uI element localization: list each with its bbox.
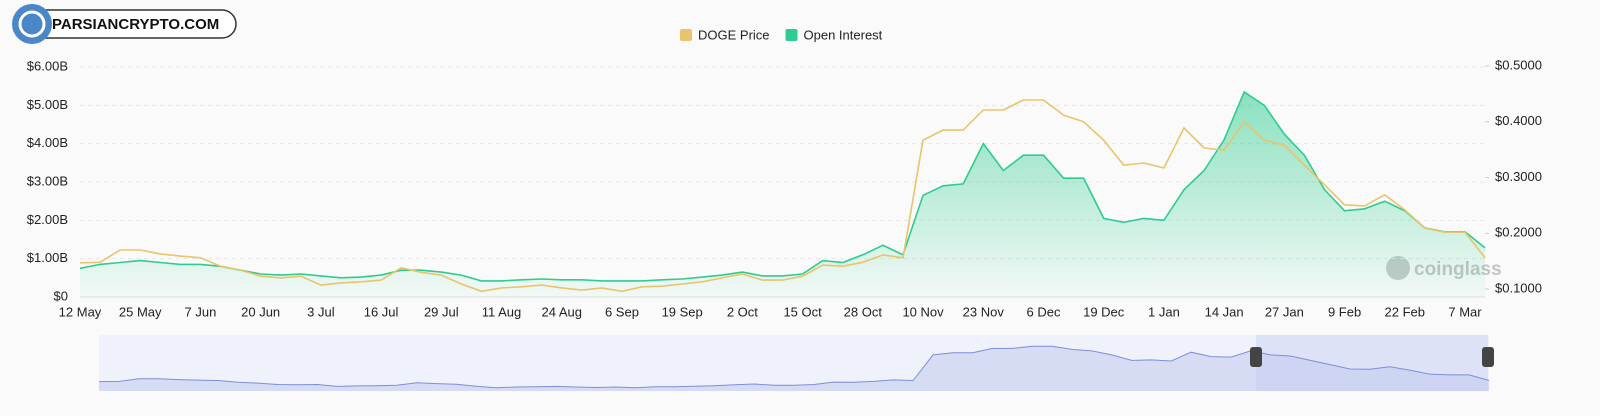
legend-label: Open Interest [804, 27, 883, 42]
y2-tick-label: $0.3000 [1495, 169, 1542, 184]
x-tick-label: 12 May [59, 304, 102, 319]
legend-swatch [785, 29, 798, 41]
navigator-handle[interactable] [1482, 347, 1494, 367]
y-tick-label: $1.00B [27, 250, 68, 265]
x-tick-label: 9 Feb [1328, 304, 1361, 319]
y2-tick-label: $0.1000 [1495, 280, 1542, 295]
logo: PARSIANCRYPTO.COM [12, 4, 237, 44]
x-tick-label: 16 Jul [364, 304, 399, 319]
navigator-area [99, 346, 1489, 391]
logo-icon-ring [18, 10, 46, 38]
x-tick-label: 10 Nov [902, 304, 944, 319]
logo-text: PARSIANCRYPTO.COM [52, 16, 219, 33]
x-tick-label: 6 Dec [1026, 304, 1060, 319]
y-tick-label: $2.00B [27, 212, 68, 227]
y-tick-label: $3.00B [27, 173, 68, 188]
y-tick-label: $5.00B [27, 97, 68, 112]
x-tick-label: 7 Mar [1448, 304, 1482, 319]
x-tick-label: 29 Jul [424, 304, 459, 319]
x-tick-label: 14 Jan [1205, 304, 1244, 319]
x-tick-label: 3 Jul [307, 304, 335, 319]
y2-tick-label: $0.4000 [1495, 113, 1542, 128]
y-tick-label: $4.00B [27, 135, 68, 150]
x-tick-label: 2 Oct [727, 304, 758, 319]
x-tick-label: 22 Feb [1385, 304, 1425, 319]
x-tick-label: 15 Oct [783, 304, 822, 319]
legend-swatch [680, 29, 692, 41]
x-tick-label: 23 Nov [963, 304, 1005, 319]
line [79, 90, 1486, 282]
y2-tick-label: $0.2000 [1495, 225, 1542, 240]
y-tick-label: $0 [54, 288, 68, 303]
logo-icon [12, 4, 52, 44]
x-tick-label: 1 Jan [1148, 304, 1180, 319]
x-tick-label: 7 Jun [185, 304, 217, 319]
x-tick-label: 27 Jan [1265, 304, 1304, 319]
x-tick-label: 6 Sep [605, 304, 639, 319]
x-tick-label: 28 Oct [844, 304, 883, 319]
y-tick-label: $6.00B [27, 58, 68, 73]
legend-label: DOGE Price [698, 27, 770, 42]
y2-tick-label: $0.5000 [1495, 57, 1542, 72]
x-tick-label: 25 May [119, 304, 162, 319]
x-tick-label: 19 Sep [662, 304, 703, 319]
x-tick-label: 19 Dec [1083, 304, 1125, 319]
area [80, 91, 1486, 298]
x-tick-label: 20 Jun [241, 304, 280, 319]
x-tick-label: 11 Aug [482, 304, 522, 319]
x-tick-label: 24 Aug [541, 304, 582, 319]
navigator-handle[interactable] [1250, 347, 1262, 367]
line [79, 99, 1486, 293]
